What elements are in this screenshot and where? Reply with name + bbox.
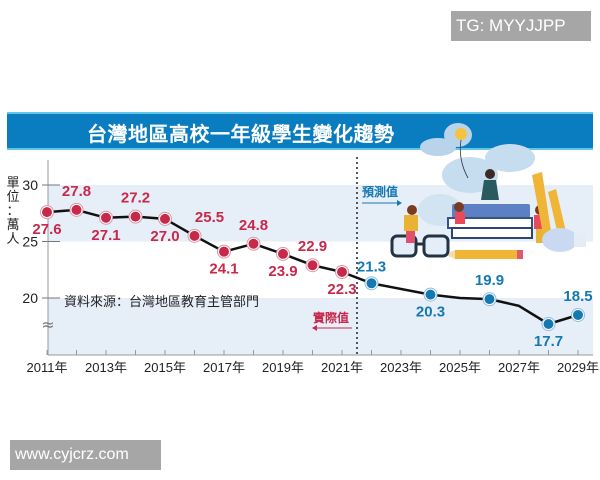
- actual-label: 實際值: [313, 311, 350, 325]
- x-tick-label: 2025年: [439, 360, 481, 375]
- value-label-actual: 27.6: [32, 221, 61, 238]
- value-label-actual: 23.9: [268, 263, 297, 280]
- value-labels: 27.6 27.8 27.1 27.2 27.0 25.5 24.1 24.8 23.922.9…: [32, 183, 592, 350]
- cloud-icon: [420, 138, 456, 156]
- forecast-arrow-head: [397, 200, 402, 206]
- actual-arrow-head: [312, 325, 317, 331]
- marker-actual-dot: [130, 211, 141, 222]
- value-label-actual: 22.9: [298, 238, 327, 255]
- lightbulb-icon: [455, 128, 467, 140]
- marker-forecast-dot: [543, 318, 554, 329]
- value-label-forecast: 19.9: [475, 272, 504, 289]
- band-below-20: [48, 298, 593, 355]
- value-label-forecast: 17.7: [534, 333, 563, 350]
- x-tick-label: 2013年: [85, 360, 127, 375]
- marker-actual-dot: [337, 267, 347, 278]
- y-axis-unit: 單 位 ： 萬 人: [6, 177, 20, 247]
- axis-break-icon: ≈: [41, 315, 54, 334]
- marker-forecast-dot: [573, 309, 583, 320]
- y-tick-label: 30: [22, 177, 38, 193]
- pencil-icon: [455, 250, 523, 259]
- y-unit-char: ：: [6, 204, 20, 219]
- person-icon: [485, 169, 495, 179]
- x-tick-label: 2017年: [203, 360, 245, 375]
- y-unit-char: 萬: [6, 218, 20, 233]
- data-markers: [40, 202, 585, 331]
- person-icon: [407, 205, 417, 215]
- lightbulb-icon: [542, 228, 578, 252]
- y-unit-char: 位: [6, 190, 20, 205]
- marker-forecast-dot: [425, 289, 436, 300]
- watermark-bottom: www.cyjcrz.com: [10, 440, 161, 470]
- watermark-top: TG: MYYJJPP: [451, 11, 591, 41]
- x-tick-label: 2015年: [144, 360, 186, 375]
- y-unit-char: 單: [6, 176, 20, 191]
- forecast-divider: [312, 157, 402, 355]
- marker-actual-dot: [71, 204, 82, 215]
- person-icon: [454, 202, 464, 212]
- value-label-actual: 27.2: [121, 190, 150, 207]
- y-unit-char: 人: [6, 232, 20, 247]
- forecast-label: 預測值: [362, 185, 399, 199]
- marker-actual-dot: [219, 246, 229, 257]
- x-tick-label: 2023年: [380, 360, 422, 375]
- cloud-icon: [485, 144, 535, 172]
- value-label-actual: 27.8: [62, 183, 91, 200]
- marker-actual-dot: [160, 213, 170, 224]
- marker-forecast-dot: [484, 294, 495, 305]
- marker-actual-dot: [189, 230, 200, 241]
- value-label-actual: 22.3: [327, 281, 356, 298]
- pencil-icon: [532, 172, 552, 240]
- x-tick-label: 2011年: [27, 360, 68, 375]
- x-tick-label: 2029年: [557, 360, 599, 375]
- marker-actual-dot: [307, 260, 318, 271]
- value-label-actual: 24.8: [239, 217, 268, 234]
- y-tick-label: 20: [22, 290, 38, 306]
- illustration: [390, 123, 586, 259]
- value-label-forecast: 20.3: [416, 304, 445, 321]
- book-icon: [452, 204, 530, 218]
- x-tick-label: 2027年: [498, 360, 540, 375]
- value-label-actual: 24.1: [209, 261, 238, 278]
- value-label-forecast: 21.3: [357, 258, 386, 275]
- value-label-actual: 25.5: [195, 209, 224, 226]
- title-banner: 台灣地區高校一年級學生變化趨勢: [7, 112, 593, 150]
- marker-actual-dot: [101, 212, 111, 223]
- y-tick-label: 25: [22, 234, 38, 250]
- chart-title: 台灣地區高校一年級學生變化趨勢: [87, 122, 395, 146]
- marker-actual-dot: [42, 207, 52, 218]
- x-tick-label: 2019年: [262, 360, 304, 375]
- axes: 20 25 30 ≈2011年 2013年 2015年 2017年 2019年 2021年 202…: [22, 160, 599, 375]
- value-label-forecast: 18.5: [563, 288, 592, 305]
- marker-forecast-dot: [366, 278, 377, 289]
- x-tick-label: 2021年: [321, 360, 363, 375]
- value-label-actual: 27.0: [150, 228, 179, 245]
- source-note: 資料來源：台灣地區教育主管部門: [64, 295, 260, 310]
- marker-actual-dot: [278, 248, 288, 259]
- marker-actual-dot: [248, 238, 259, 249]
- value-label-actual: 27.1: [91, 227, 120, 244]
- book-icon: [451, 227, 533, 239]
